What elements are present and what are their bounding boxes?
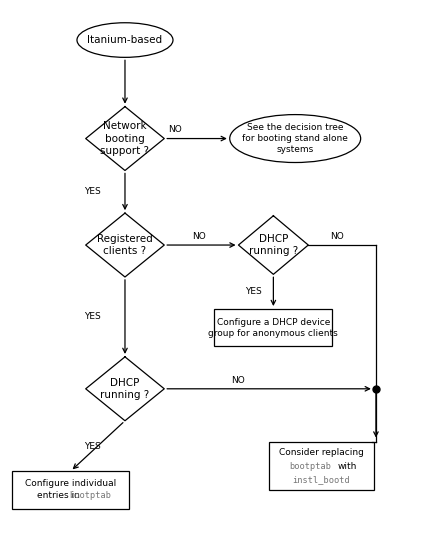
Text: bootptab: bootptab (290, 462, 332, 471)
Text: DHCP
running ?: DHCP running ? (100, 378, 149, 400)
Text: Configure a DHCP device
group for anonymous clients: Configure a DHCP device group for anonym… (209, 317, 338, 338)
Polygon shape (238, 216, 308, 274)
Text: Configure individual: Configure individual (25, 479, 116, 488)
Text: Registered
clients ?: Registered clients ? (97, 234, 153, 256)
FancyBboxPatch shape (11, 471, 130, 508)
Polygon shape (86, 107, 164, 171)
Ellipse shape (230, 115, 361, 162)
Text: DHCP
running ?: DHCP running ? (249, 234, 298, 256)
Polygon shape (86, 357, 164, 421)
Text: with: with (338, 462, 357, 471)
Text: NO: NO (192, 232, 206, 241)
Text: entries in: entries in (37, 491, 82, 500)
Text: NO: NO (330, 232, 343, 241)
Text: instl_bootd: instl_bootd (293, 475, 350, 484)
Text: NO: NO (232, 376, 245, 385)
Text: YES: YES (245, 287, 262, 296)
Text: YES: YES (84, 313, 101, 321)
Text: bootptab: bootptab (69, 491, 111, 500)
Text: YES: YES (84, 442, 101, 450)
FancyBboxPatch shape (214, 309, 332, 346)
Text: NO: NO (168, 125, 182, 134)
Ellipse shape (77, 23, 173, 58)
Text: See the decision tree
for booting stand alone
systems: See the decision tree for booting stand … (242, 123, 348, 154)
Polygon shape (86, 213, 164, 277)
Text: Itanium-based: Itanium-based (88, 35, 163, 45)
FancyBboxPatch shape (269, 442, 374, 490)
Text: YES: YES (84, 187, 101, 196)
Text: Network
booting
support ?: Network booting support ? (100, 121, 149, 156)
Text: Consider replacing: Consider replacing (279, 448, 364, 457)
